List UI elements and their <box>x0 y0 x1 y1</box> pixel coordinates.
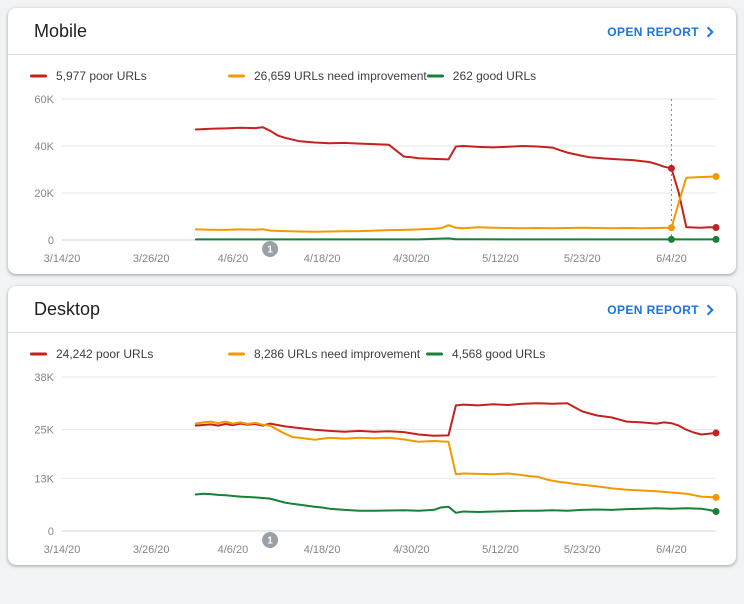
mobile-chart[interactable]: 0 20K 40K 60K 3/14/20 3/26/20 4/6/20 4/18/20 4/3… <box>22 87 722 270</box>
legend-label-needs-improvement: 26,659 URLs need improvement <box>254 69 427 83</box>
poor-line-swatch-icon <box>30 74 47 78</box>
x-axis-tick-label: 3/14/20 <box>44 253 81 265</box>
legend-label-good: 4,568 good URLs <box>452 347 546 361</box>
x-axis-tick-label: 4/6/20 <box>218 544 249 556</box>
x-axis-tick-label: 3/26/20 <box>133 544 170 556</box>
series-endpoint-dot <box>712 429 720 437</box>
series-line <box>194 175 717 233</box>
desktop-card: Desktop OPEN REPORT 24,242 poor URLs 8,2… <box>8 286 736 565</box>
series-line <box>194 237 717 241</box>
card-title-desktop: Desktop <box>34 299 101 319</box>
series-endpoint-dot <box>712 235 720 243</box>
y-axis-tick-label: 20K <box>34 188 54 200</box>
series-line <box>194 492 717 514</box>
mobile-card: Mobile OPEN REPORT 5,977 poor URLs 26,65… <box>8 8 736 274</box>
legend-label-poor: 24,242 poor URLs <box>56 347 154 361</box>
series-endpoint-dot <box>712 508 720 516</box>
card-title-mobile: Mobile <box>34 21 88 41</box>
legend-item-good: 262 good URLs <box>426 69 625 83</box>
x-axis-tick-label: 5/12/20 <box>482 253 519 265</box>
legend-label-needs-improvement: 8,286 URLs need improvement <box>254 347 421 361</box>
series-endpoint-dot <box>712 173 720 181</box>
series-hover-dot <box>667 235 675 243</box>
good-line-swatch-icon <box>426 74 444 78</box>
y-axis-tick-label: 0 <box>48 526 54 538</box>
legend-item-good: 4,568 good URLs <box>426 347 624 361</box>
series-line <box>194 126 717 229</box>
chevron-right-icon <box>706 303 714 316</box>
y-axis-tick-label: 25K <box>34 425 54 437</box>
open-report-label: OPEN REPORT <box>607 302 699 317</box>
y-axis-tick-label: 38K <box>34 372 54 384</box>
series-line <box>194 402 717 437</box>
y-axis-tick-label: 40K <box>34 141 54 153</box>
open-report-label: OPEN REPORT <box>607 24 699 39</box>
open-report-link-desktop[interactable]: OPEN REPORT <box>607 303 714 317</box>
x-axis-tick-label: 4/18/20 <box>304 253 341 265</box>
x-axis-tick-label: 3/14/20 <box>44 544 81 556</box>
poor-line-swatch-icon <box>30 352 47 356</box>
needs-improvement-line-swatch-icon <box>228 352 245 356</box>
legend-item-needs-improvement: 26,659 URLs need improvement <box>228 69 427 83</box>
desktop-legend: 24,242 poor URLs 8,286 URLs need improve… <box>8 333 736 363</box>
svg-text:1: 1 <box>267 536 273 547</box>
good-line-swatch-icon <box>426 352 443 356</box>
legend-item-needs-improvement: 8,286 URLs need improvement <box>228 347 426 361</box>
series-hover-dot <box>667 224 675 232</box>
x-axis-tick-label: 5/12/20 <box>482 544 519 556</box>
legend-label-poor: 5,977 poor URLs <box>56 69 147 83</box>
y-axis-tick-label: 13K <box>34 473 54 485</box>
mobile-legend: 5,977 poor URLs 26,659 URLs need improve… <box>8 55 736 85</box>
x-axis-tick-label: 4/30/20 <box>393 544 430 556</box>
desktop-card-header: Desktop OPEN REPORT <box>8 286 736 333</box>
series-endpoint-dot <box>712 224 720 232</box>
x-axis-tick-label: 6/4/20 <box>656 544 687 556</box>
x-axis-tick-label: 4/30/20 <box>393 253 430 265</box>
x-axis-tick-label: 5/23/20 <box>564 544 601 556</box>
annotation-marker[interactable]: 1 <box>262 532 279 548</box>
x-axis-tick-label: 6/4/20 <box>656 253 687 265</box>
series-endpoint-dot <box>712 493 720 501</box>
x-axis-tick-label: 3/26/20 <box>133 253 170 265</box>
y-axis-tick-label: 0 <box>48 235 54 247</box>
legend-item-poor: 24,242 poor URLs <box>30 347 228 361</box>
legend-label-good: 262 good URLs <box>452 69 537 83</box>
mobile-card-header: Mobile OPEN REPORT <box>8 8 736 55</box>
x-axis-tick-label: 4/18/20 <box>304 544 341 556</box>
series-hover-dot <box>667 164 675 172</box>
desktop-chart[interactable]: 0 13K 25K 38K 3/14/20 3/26/20 4/6/20 4/18/20 4/3… <box>22 365 722 561</box>
svg-text:1: 1 <box>267 245 273 256</box>
needs-improvement-line-swatch-icon <box>228 74 245 78</box>
annotation-marker[interactable]: 1 <box>262 241 279 257</box>
series-line <box>194 420 717 499</box>
x-axis-tick-label: 4/6/20 <box>218 253 249 265</box>
open-report-link-mobile[interactable]: OPEN REPORT <box>607 25 714 39</box>
chevron-right-icon <box>706 25 714 38</box>
legend-item-poor: 5,977 poor URLs <box>30 69 228 83</box>
y-axis-tick-label: 60K <box>34 94 54 106</box>
x-axis-tick-label: 5/23/20 <box>564 253 601 265</box>
